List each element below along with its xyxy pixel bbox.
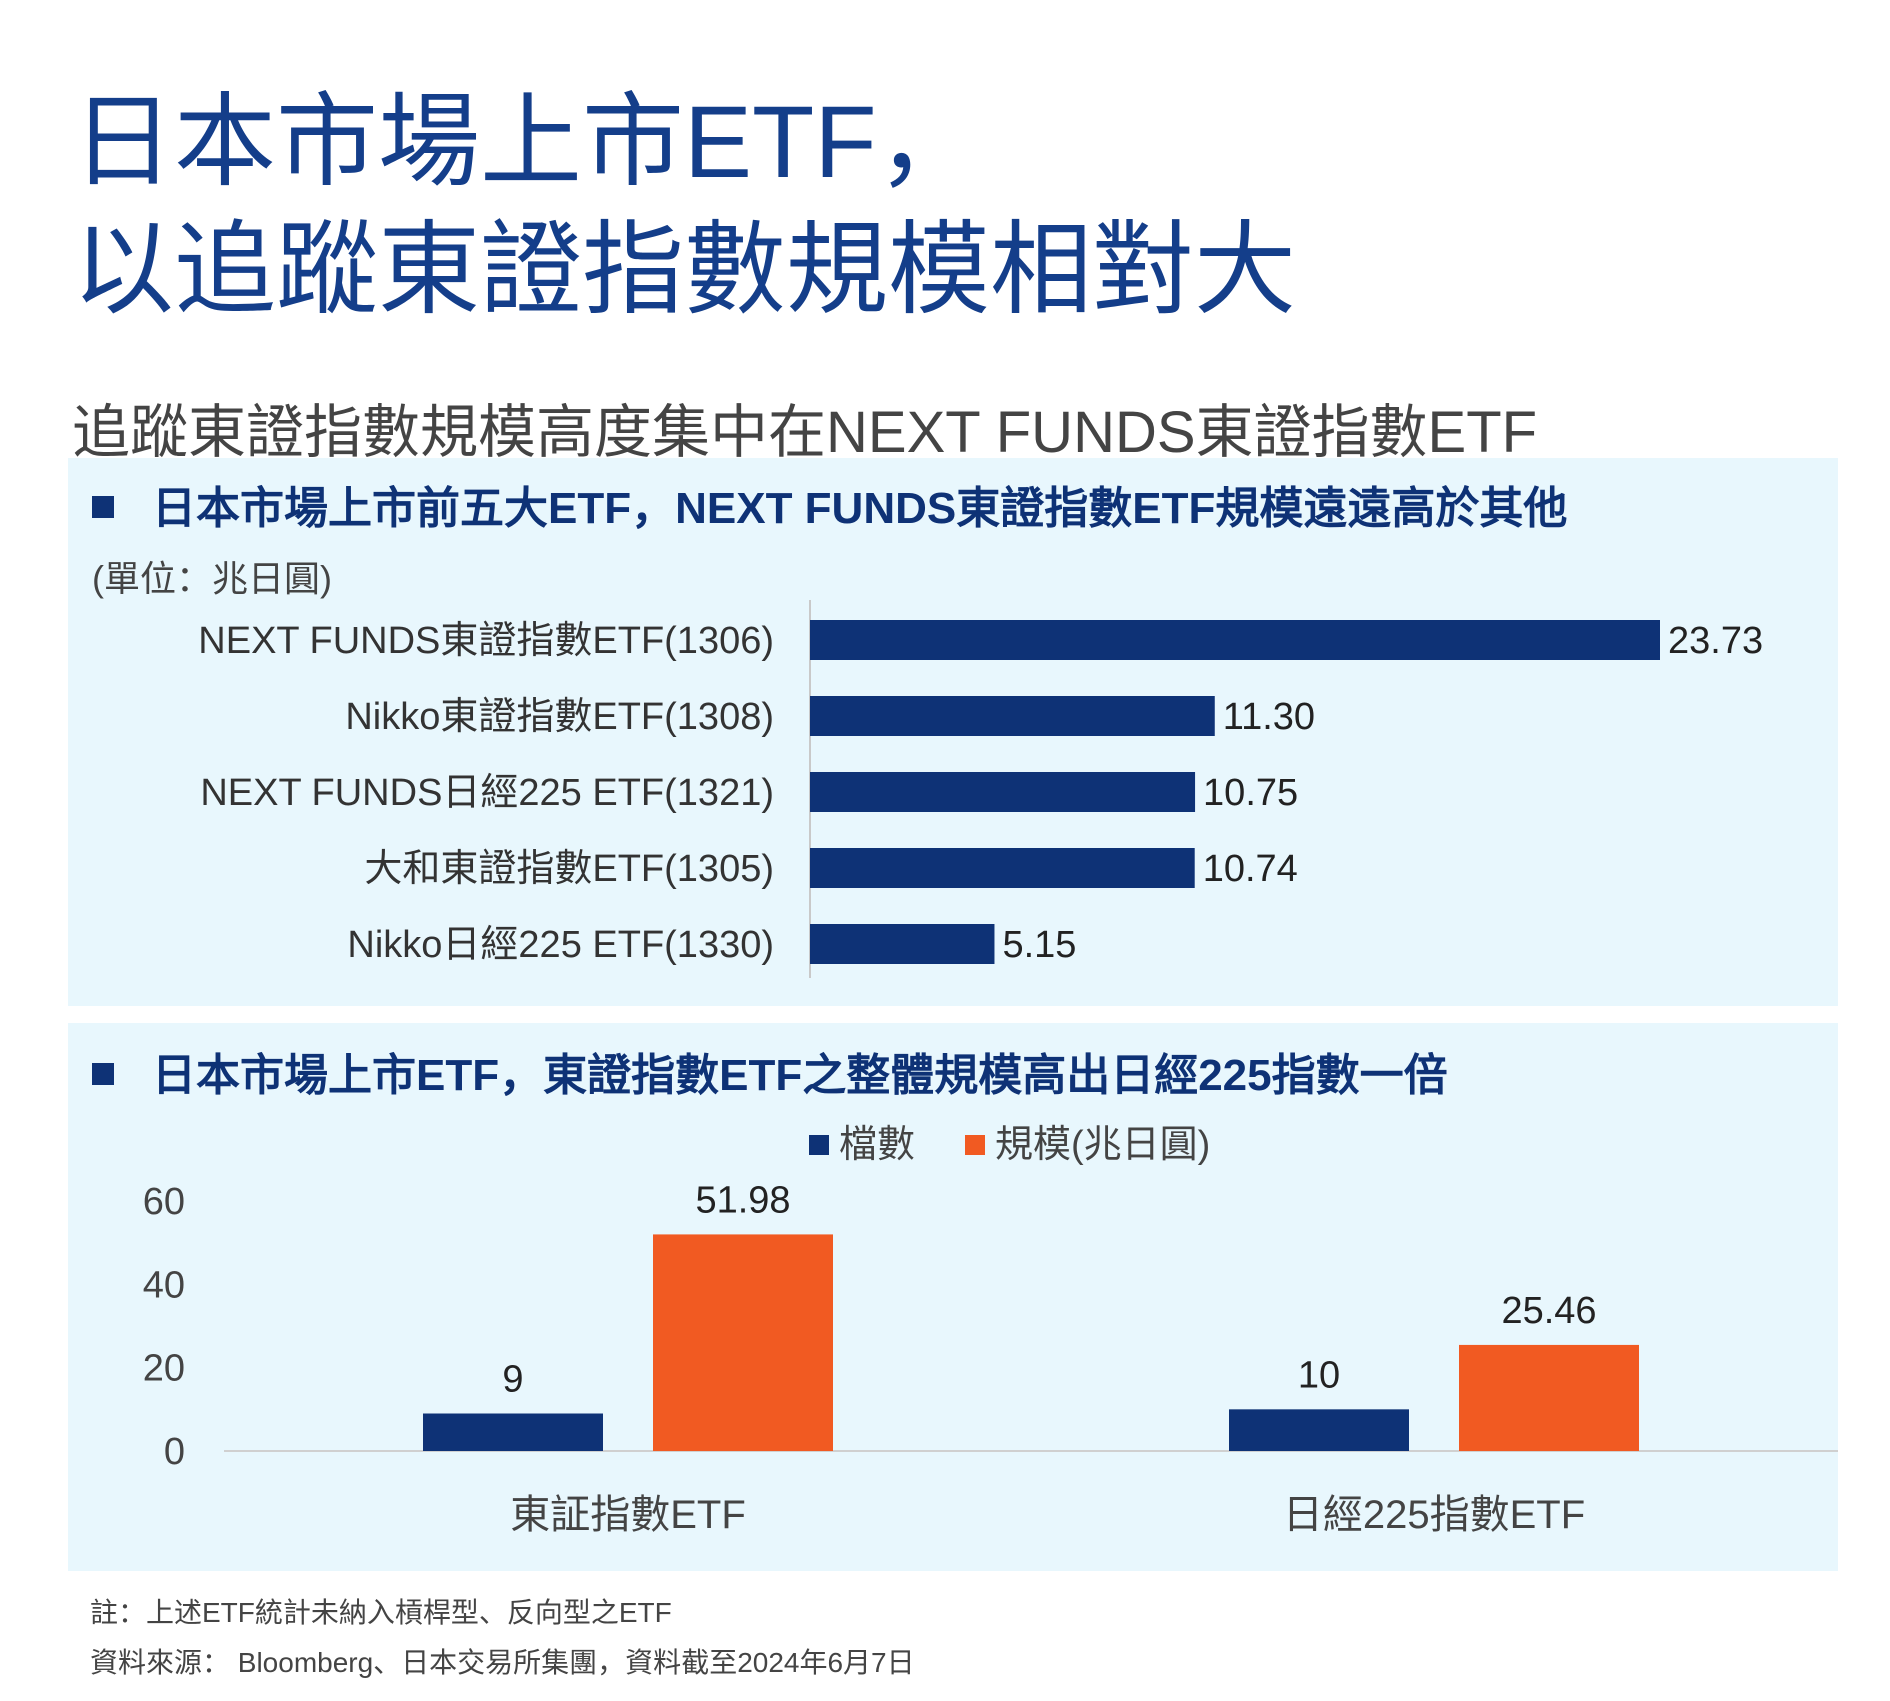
category-label: Nikko東證指數ETF(1308) — [345, 696, 774, 738]
panel2-heading: 日本市場上市ETF，東證指數ETF之整體規模高出日經225指數一倍 — [92, 1039, 1448, 1103]
page-title: 日本市場上市ETF， 以追蹤東證指數規模相對大 — [72, 78, 1296, 334]
bar — [810, 924, 995, 964]
y-tick-label: 40 — [143, 1264, 185, 1306]
y-tick-label: 0 — [164, 1431, 185, 1473]
page-subtitle: 追蹤東證指數規模高度集中在NEXT FUNDS東證指數ETF — [72, 400, 1538, 465]
footnote-source: 資料來源： Bloomberg、日本交易所集團，資料截至2024年6月7日 — [90, 1647, 915, 1678]
square-bullet-icon — [92, 496, 114, 519]
data-label: 23.73 — [1668, 620, 1763, 662]
data-label: 10 — [1298, 1354, 1340, 1396]
y-tick-label: 60 — [143, 1181, 185, 1223]
index-comparison-bar-chart: 檔數 規模(兆日圓) 0 20 40 60 9 51.98 東証指數ETF 10 25.46 日經22… — [143, 1124, 1838, 1537]
category-label: NEXT FUNDS日經225 ETF(1321) — [200, 772, 774, 814]
panel2-heading-text: 日本市場上市ETF，東證指數ETF之整體規模高出日經225指數一倍 — [152, 1051, 1448, 1100]
data-label: 51.98 — [695, 1179, 790, 1221]
bar — [653, 1234, 833, 1451]
bar — [810, 772, 1196, 812]
category-label: 日經225指數ETF — [1283, 1493, 1585, 1537]
category-label: 大和東證指數ETF(1305) — [364, 848, 774, 890]
footnotes: 註：上述ETF統計未納入槓桿型、反向型之ETF 資料來源： Bloomberg、… — [90, 1588, 915, 1688]
legend-swatch — [809, 1135, 829, 1155]
y-tick-label: 20 — [143, 1348, 185, 1390]
title-line-2: 以追蹤東證指數規模相對大 — [72, 213, 1296, 327]
legend-swatch — [965, 1135, 985, 1155]
panel1-heading-text: 日本市場上市前五大ETF，NEXT FUNDS東證指數ETF規模遠遠高於其他 — [152, 484, 1568, 533]
category-label: Nikko日經225 ETF(1330) — [347, 924, 774, 966]
bar — [1459, 1344, 1639, 1451]
bar — [810, 620, 1660, 660]
bar — [1229, 1409, 1409, 1451]
footnote-note: 註：上述ETF統計未納入槓桿型、反向型之ETF — [90, 1597, 672, 1628]
data-label: 9 — [502, 1359, 523, 1401]
unit-label: (單位：兆日圓) — [92, 558, 332, 599]
data-label: 10.75 — [1203, 772, 1298, 814]
square-bullet-icon — [92, 1063, 114, 1086]
category-label: 東証指數ETF — [510, 1493, 746, 1537]
title-line-1: 日本市場上市ETF， — [72, 85, 979, 199]
legend: 檔數 規模(兆日圓) — [809, 1124, 1210, 1166]
category-label: NEXT FUNDS東證指數ETF(1306) — [198, 620, 774, 662]
data-label: 25.46 — [1501, 1290, 1596, 1332]
bar — [810, 696, 1215, 736]
top-five-etf-panel: 日本市場上市前五大ETF，NEXT FUNDS東證指數ETF規模遠遠高於其他 (… — [68, 458, 1838, 1006]
bar — [423, 1413, 603, 1451]
data-label: 10.74 — [1203, 848, 1298, 890]
index-comparison-panel: 日本市場上市ETF，東證指數ETF之整體規模高出日經225指數一倍 檔數 規模(兆… — [68, 1023, 1838, 1571]
bar — [810, 848, 1195, 888]
legend-label: 規模(兆日圓) — [995, 1124, 1210, 1166]
top-five-etf-bar-chart: NEXT FUNDS東證指數ETF(1306) 23.73 Nikko東證指數ETF… — [198, 600, 1763, 978]
panel1-heading: 日本市場上市前五大ETF，NEXT FUNDS東證指數ETF規模遠遠高於其他 — [92, 472, 1567, 536]
legend-label: 檔數 — [839, 1124, 915, 1166]
data-label: 11.30 — [1223, 696, 1315, 738]
data-label: 5.15 — [1002, 924, 1076, 966]
